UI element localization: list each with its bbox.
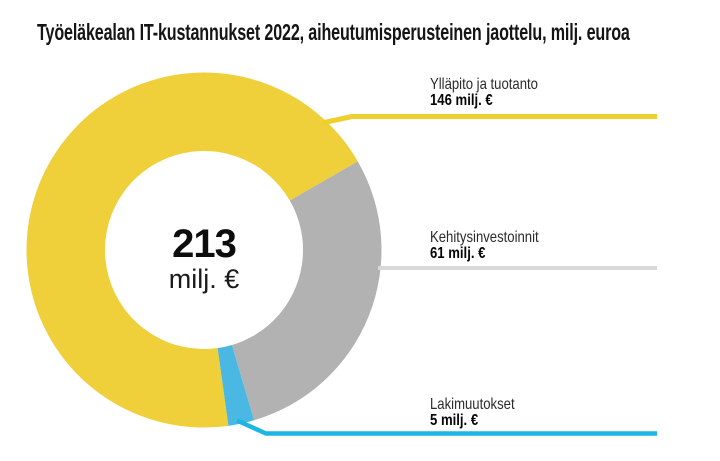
segment-label-lakimuutokset: Lakimuutokset 5 milj. € <box>430 396 533 429</box>
segment-value: 146 milj. € <box>430 92 493 109</box>
segment-value: 61 milj. € <box>430 245 486 262</box>
segment-name: Lakimuutokset <box>430 396 515 413</box>
donut-center-label: 213 milj. € <box>94 222 314 294</box>
donut-center-unit: milj. € <box>168 264 240 294</box>
segment-value: 5 milj. € <box>430 412 479 429</box>
donut-segment-kehitysinvestoinnit <box>231 161 382 421</box>
leader-line-lakimuutokset <box>236 418 657 436</box>
segment-name: Ylläpito ja tuotanto <box>430 76 538 93</box>
donut-center-total: 213 <box>172 222 237 266</box>
chart-title: Työeläkealan IT-kustannukset 2022, aiheu… <box>37 19 630 45</box>
donut-segment-yllapito <box>26 72 358 428</box>
segment-label-yllapito: Ylläpito ja tuotanto 146 milj. € <box>430 76 562 109</box>
segment-name: Kehitysinvestoinnit <box>430 229 539 246</box>
segment-label-kehitysinvestoinnit: Kehitysinvestoinnit 61 milj. € <box>430 229 563 262</box>
donut-segment-lakimuutokset <box>217 344 255 426</box>
leader-line-yllapito <box>321 114 657 126</box>
